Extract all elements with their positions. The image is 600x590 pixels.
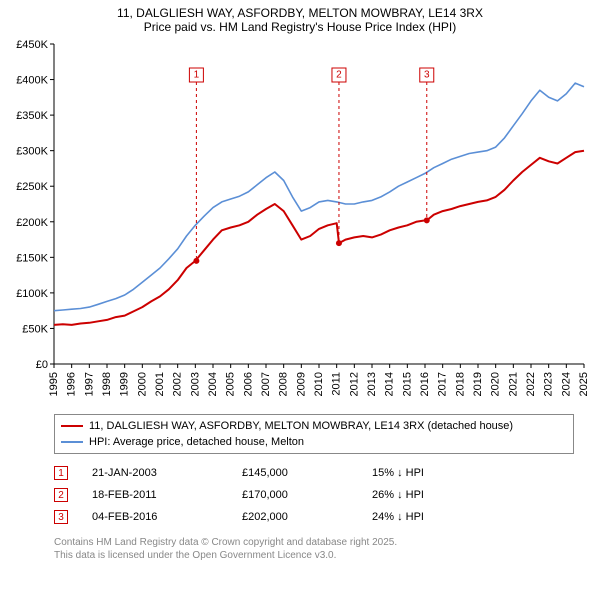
svg-text:2001: 2001 xyxy=(154,372,166,396)
legend-swatch xyxy=(61,425,83,427)
svg-text:2022: 2022 xyxy=(525,372,537,396)
svg-text:2019: 2019 xyxy=(472,372,484,396)
sale-price: £202,000 xyxy=(242,511,372,523)
svg-text:2023: 2023 xyxy=(543,372,555,396)
svg-text:2007: 2007 xyxy=(260,372,272,396)
sales-row: 2 18-FEB-2011£170,00026% ↓ HPI xyxy=(54,484,574,506)
svg-text:2014: 2014 xyxy=(384,372,396,396)
svg-text:2020: 2020 xyxy=(490,372,502,396)
svg-text:£50K: £50K xyxy=(22,323,48,335)
sale-marker: 3 xyxy=(54,510,68,524)
sales-row: 1 21-JAN-2003£145,00015% ↓ HPI xyxy=(54,462,574,484)
svg-text:2016: 2016 xyxy=(419,372,431,396)
footer: Contains HM Land Registry data © Crown c… xyxy=(54,536,594,562)
svg-text:£350K: £350K xyxy=(16,110,48,122)
sale-date: 04-FEB-2016 xyxy=(92,511,242,523)
svg-text:2025: 2025 xyxy=(578,372,590,396)
svg-text:£100K: £100K xyxy=(16,288,48,300)
svg-text:2000: 2000 xyxy=(136,372,148,396)
sale-pct: 26% ↓ HPI xyxy=(372,489,492,501)
sale-pct: 15% ↓ HPI xyxy=(372,467,492,479)
svg-text:1996: 1996 xyxy=(66,372,78,396)
footer-line-1: Contains HM Land Registry data © Crown c… xyxy=(54,536,594,549)
svg-text:2018: 2018 xyxy=(454,372,466,396)
sale-marker: 2 xyxy=(54,488,68,502)
svg-text:1998: 1998 xyxy=(101,372,113,396)
svg-text:2005: 2005 xyxy=(225,372,237,396)
sales-row: 3 04-FEB-2016£202,00024% ↓ HPI xyxy=(54,506,574,528)
svg-text:3: 3 xyxy=(424,70,430,81)
chart-container: 11, DALGLIESH WAY, ASFORDBY, MELTON MOWB… xyxy=(6,6,594,562)
svg-text:1997: 1997 xyxy=(83,372,95,396)
svg-text:2: 2 xyxy=(336,70,342,81)
line-chart: £0 £50K £100K £150K £200K £250K £300K £350K £400… xyxy=(6,38,594,408)
svg-text:2011: 2011 xyxy=(331,372,343,396)
svg-text:£400K: £400K xyxy=(16,75,48,87)
legend: 11, DALGLIESH WAY, ASFORDBY, MELTON MOWB… xyxy=(54,414,574,454)
sale-pct: 24% ↓ HPI xyxy=(372,511,492,523)
title-line-1: 11, DALGLIESH WAY, ASFORDBY, MELTON MOWB… xyxy=(6,6,594,20)
legend-swatch xyxy=(61,441,83,443)
footer-line-2: This data is licensed under the Open Gov… xyxy=(54,549,594,562)
sale-date: 18-FEB-2011 xyxy=(92,489,242,501)
svg-text:2024: 2024 xyxy=(560,372,572,396)
svg-text:2009: 2009 xyxy=(295,372,307,396)
title-line-2: Price paid vs. HM Land Registry's House … xyxy=(6,20,594,34)
sales-table: 1 21-JAN-2003£145,00015% ↓ HPI 2 18-FEB-201… xyxy=(54,462,574,528)
svg-text:2003: 2003 xyxy=(189,372,201,396)
svg-text:1999: 1999 xyxy=(119,372,131,396)
svg-text:2004: 2004 xyxy=(207,372,219,396)
legend-row: 11, DALGLIESH WAY, ASFORDBY, MELTON MOWB… xyxy=(61,418,567,434)
plot-area: £0 £50K £100K £150K £200K £250K £300K £350K £400… xyxy=(6,38,594,408)
svg-text:2002: 2002 xyxy=(172,372,184,396)
svg-text:2015: 2015 xyxy=(401,372,413,396)
svg-text:2010: 2010 xyxy=(313,372,325,396)
title-block: 11, DALGLIESH WAY, ASFORDBY, MELTON MOWB… xyxy=(6,6,594,34)
svg-text:2012: 2012 xyxy=(348,372,360,396)
svg-text:2017: 2017 xyxy=(437,372,449,396)
svg-text:£300K: £300K xyxy=(16,146,48,158)
svg-text:1995: 1995 xyxy=(48,372,60,396)
svg-text:2021: 2021 xyxy=(507,372,519,396)
legend-row: HPI: Average price, detached house, Melt… xyxy=(61,434,567,450)
svg-text:1: 1 xyxy=(194,70,200,81)
legend-label: 11, DALGLIESH WAY, ASFORDBY, MELTON MOWB… xyxy=(89,420,513,432)
svg-text:£250K: £250K xyxy=(16,181,48,193)
sale-marker: 1 xyxy=(54,466,68,480)
svg-text:£450K: £450K xyxy=(16,39,48,51)
sale-price: £170,000 xyxy=(242,489,372,501)
sale-price: £145,000 xyxy=(242,467,372,479)
svg-text:2006: 2006 xyxy=(242,372,254,396)
legend-label: HPI: Average price, detached house, Melt… xyxy=(89,436,304,448)
svg-text:£150K: £150K xyxy=(16,252,48,264)
svg-text:2013: 2013 xyxy=(366,372,378,396)
svg-text:£0: £0 xyxy=(36,359,48,371)
svg-text:2008: 2008 xyxy=(278,372,290,396)
sale-date: 21-JAN-2003 xyxy=(92,467,242,479)
svg-text:£200K: £200K xyxy=(16,217,48,229)
